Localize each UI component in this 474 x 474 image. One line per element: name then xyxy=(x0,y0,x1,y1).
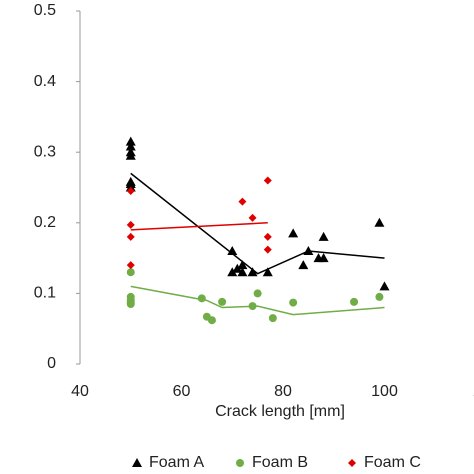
x-tick-label: 60 xyxy=(173,383,191,400)
point xyxy=(197,294,206,303)
y-tick-label: 0.3 xyxy=(34,143,56,160)
point xyxy=(237,267,248,277)
point xyxy=(126,232,135,241)
point xyxy=(253,289,262,298)
legend-marker xyxy=(348,459,356,467)
legend-marker xyxy=(132,458,142,467)
legend-label: Foam A xyxy=(149,454,204,471)
x-tick-label: 80 xyxy=(274,383,292,400)
legend-label: Foam C xyxy=(364,454,421,471)
point xyxy=(248,213,257,222)
point xyxy=(125,182,136,192)
trend-line xyxy=(130,172,385,275)
point xyxy=(126,299,135,308)
point xyxy=(238,197,247,206)
y-tick-label: 0.4 xyxy=(34,73,56,90)
point xyxy=(374,217,385,227)
point xyxy=(237,260,248,270)
point xyxy=(263,176,272,185)
x-axis-label: Crack length [mm] xyxy=(215,403,345,420)
x-tick-label: 100 xyxy=(371,383,398,400)
point xyxy=(318,253,329,263)
trend-line xyxy=(130,222,268,231)
point xyxy=(126,220,135,229)
point xyxy=(298,260,309,270)
point xyxy=(375,292,384,301)
point xyxy=(218,297,227,306)
trend-line xyxy=(130,285,385,316)
point xyxy=(247,267,258,277)
legend-label: Foam B xyxy=(252,454,308,471)
point xyxy=(318,231,329,241)
point xyxy=(126,268,135,277)
point xyxy=(125,136,136,146)
point xyxy=(248,302,257,311)
point xyxy=(207,316,216,325)
point xyxy=(350,297,359,306)
y-tick-label: 0.1 xyxy=(34,285,56,302)
point xyxy=(125,141,136,151)
point xyxy=(227,267,238,277)
x-tick-label: 120 xyxy=(473,383,474,400)
y-tick-label: 0.5 xyxy=(34,2,56,19)
point xyxy=(227,246,238,256)
point xyxy=(379,281,390,291)
point xyxy=(268,314,277,323)
point xyxy=(289,298,298,307)
point xyxy=(263,232,272,241)
point xyxy=(232,263,243,273)
point xyxy=(125,150,136,160)
point xyxy=(126,261,135,270)
point xyxy=(263,245,272,254)
legend-marker xyxy=(236,459,244,467)
point xyxy=(303,246,314,256)
y-tick-label: 0.2 xyxy=(34,214,56,231)
point xyxy=(288,228,299,238)
point xyxy=(262,267,273,277)
point xyxy=(126,187,135,196)
x-tick-label: 40 xyxy=(71,383,89,400)
y-tick-label: 0 xyxy=(47,355,56,372)
